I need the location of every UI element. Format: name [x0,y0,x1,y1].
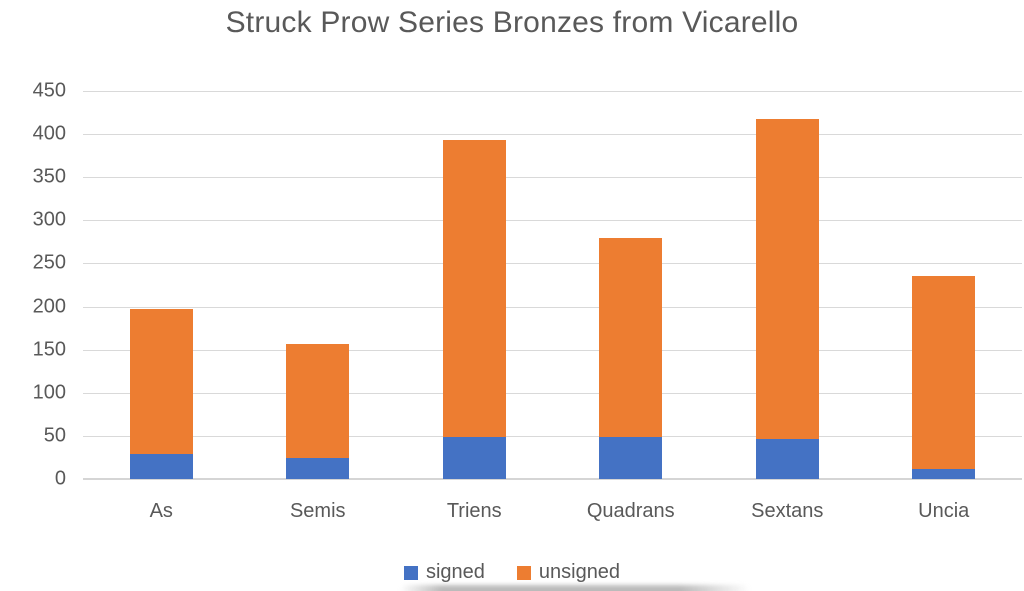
x-category-label-as: As [149,500,173,522]
stacked-bar-triens [442,140,506,479]
bar-segment-signed-quadrans [599,436,663,479]
legend-label-unsigned: unsigned [538,561,621,583]
gridline-150 [83,349,1022,351]
y-tick-label-300: 300 [32,208,66,231]
bar-slot-uncia [866,91,1023,479]
bar-segment-signed-semis [286,458,350,479]
y-tick-label-0: 0 [54,467,66,490]
y-tick-label-100: 100 [32,381,66,404]
y-tick-label-50: 50 [43,424,66,447]
gridline-450 [83,91,1022,92]
x-category-label-quadrans: Quadrans [586,500,675,522]
bar-segment-unsigned-as [129,309,193,454]
plot-area [83,91,1022,480]
bar-slot-quadrans [553,91,710,479]
y-tick-label-250: 250 [32,251,66,274]
gridline-350 [83,177,1022,179]
bar-segment-unsigned-semis [286,343,350,459]
y-tick-label-200: 200 [32,295,66,318]
bar-segment-unsigned-sextans [755,119,819,440]
gridline-50 [83,435,1022,437]
bar-series-container [83,91,1022,479]
bar-segment-signed-uncia [912,468,976,479]
bar-slot-triens [396,91,553,479]
bar-segment-signed-as [129,454,193,479]
legend-item-unsigned: unsigned [516,561,621,584]
bar-segment-unsigned-triens [442,140,506,437]
bar-segment-signed-sextans [755,439,819,479]
x-category-label-triens: Triens [446,500,502,522]
gridline-400 [83,134,1022,136]
stacked-bar-quadrans [599,237,663,479]
gridline-200 [83,306,1022,308]
bar-segment-unsigned-quadrans [599,237,663,437]
bar-slot-as [83,91,240,479]
chart-title: Struck Prow Series Bronzes from Vicarell… [225,6,799,39]
x-category-label-semis: Semis [289,500,346,522]
y-tick-label-400: 400 [32,122,66,145]
legend-swatch-signed [403,565,418,580]
y-tick-label-450: 450 [32,79,66,102]
gridline-300 [83,220,1022,222]
bar-segment-signed-triens [442,436,506,479]
legend-item-signed: signed [403,561,485,584]
y-tick-label-150: 150 [32,338,66,361]
y-tick-label-350: 350 [32,165,66,188]
screenshot-edge-shadow [400,585,750,591]
x-axis-line [83,478,1022,480]
gridline-100 [83,392,1022,394]
stacked-bar-semis [286,343,350,479]
bar-segment-unsigned-uncia [912,276,976,469]
stacked-bar-uncia [912,276,976,479]
bar-slot-semis [240,91,397,479]
x-category-label-uncia: Uncia [918,500,970,522]
x-category-label-sextans: Sextans [751,500,824,522]
stacked-bar-as [129,309,193,479]
legend-swatch-unsigned [516,565,531,580]
x-axis-category-labels: As Semis Triens Quadrans Sextans Uncia [83,500,1022,523]
chart-legend: signed unsigned [0,561,1024,584]
gridline-250 [83,263,1022,265]
bar-slot-sextans [709,91,866,479]
legend-label-signed: signed [425,561,485,583]
stacked-bar-sextans [755,119,819,479]
